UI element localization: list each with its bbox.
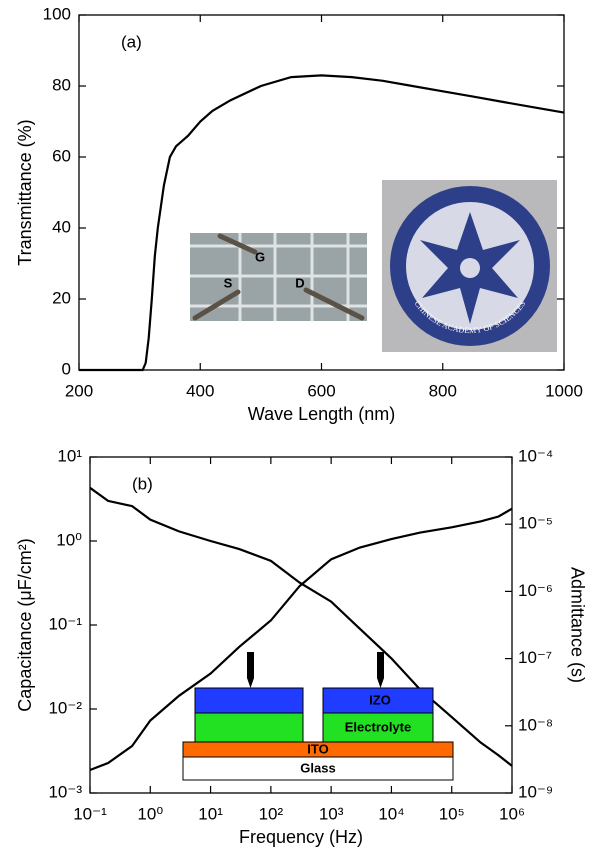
y-axis-label: Transmittance (%) (15, 119, 35, 265)
inset-label: S (224, 275, 233, 290)
inset-label: D (295, 275, 304, 290)
layer-label: ITO (307, 741, 328, 756)
x-tick-label: 10⁴ (378, 804, 404, 823)
y-tick-label: 10¹ (57, 446, 82, 465)
x-tick-label: 800 (429, 381, 457, 400)
x-tick-label: 10¹ (198, 804, 223, 823)
layer-label: Glass (300, 760, 335, 775)
x-tick-label: 1000 (545, 381, 583, 400)
y2-tick-label: 10⁻⁴ (518, 446, 553, 465)
y-tick-label: 10⁰ (56, 530, 82, 549)
y2-tick-label: 10⁻⁷ (518, 648, 552, 667)
izo-layer (322, 687, 434, 714)
device-photo: G S D (190, 233, 367, 321)
y2-tick-label: 10⁻⁶ (518, 581, 553, 600)
y2-axis-label: Admittance (s) (567, 567, 587, 683)
y-tick-label: 80 (52, 75, 71, 94)
x-tick-label: 10³ (319, 804, 344, 823)
y-tick-label: 10⁻² (48, 698, 82, 717)
y2-tick-label: 10⁻⁸ (518, 715, 553, 734)
x-tick-label: 400 (186, 381, 214, 400)
y2-tick-label: 10⁻⁵ (518, 514, 553, 533)
y-axis-label: Capacitance (μF/cm²) (15, 538, 35, 711)
izo-layer (194, 687, 304, 714)
y-tick-label: 40 (52, 217, 71, 236)
y-tick-label: 0 (62, 359, 71, 378)
layer-label: Electrolyte (345, 719, 411, 734)
device-schematic: IZO Electrolyte ITO Glass (182, 652, 454, 781)
ito-layer (182, 741, 454, 758)
y-tick-label: 20 (52, 288, 71, 307)
data-line (89, 507, 513, 772)
y-tick-label: 100 (43, 4, 71, 23)
y-tick-label: 10⁻³ (48, 782, 82, 801)
x-axis-label: Frequency (Hz) (239, 827, 363, 847)
x-tick-label: 10² (259, 804, 284, 823)
x-tick-label: 200 (65, 381, 93, 400)
probe (247, 652, 384, 688)
x-tick-label: 10⁶ (499, 804, 525, 823)
inset-label: G (255, 249, 265, 264)
x-tick-label: 10⁵ (439, 804, 465, 823)
panel-label: (b) (132, 474, 153, 493)
x-tick-label: 600 (307, 381, 335, 400)
y2-tick-label: 10⁻⁹ (518, 782, 553, 801)
electrolyte-layer (322, 712, 434, 743)
x-tick-label: 10⁻¹ (73, 804, 107, 823)
y-tick-label: 10⁻¹ (48, 614, 82, 633)
logo-center (460, 258, 480, 278)
panel-label: (a) (121, 32, 142, 51)
x-axis-label: Wave Length (nm) (248, 404, 395, 424)
photo-probes (192, 233, 365, 321)
y-tick-label: 60 (52, 146, 71, 165)
electrolyte-layer (194, 712, 304, 743)
x-tick-label: 10⁰ (137, 804, 163, 823)
data-line (79, 74, 565, 372)
sample-photo: CHINESE ACADEMY OF SCIENCES (382, 180, 557, 352)
data-line (89, 486, 513, 767)
layer-label: IZO (369, 692, 391, 707)
